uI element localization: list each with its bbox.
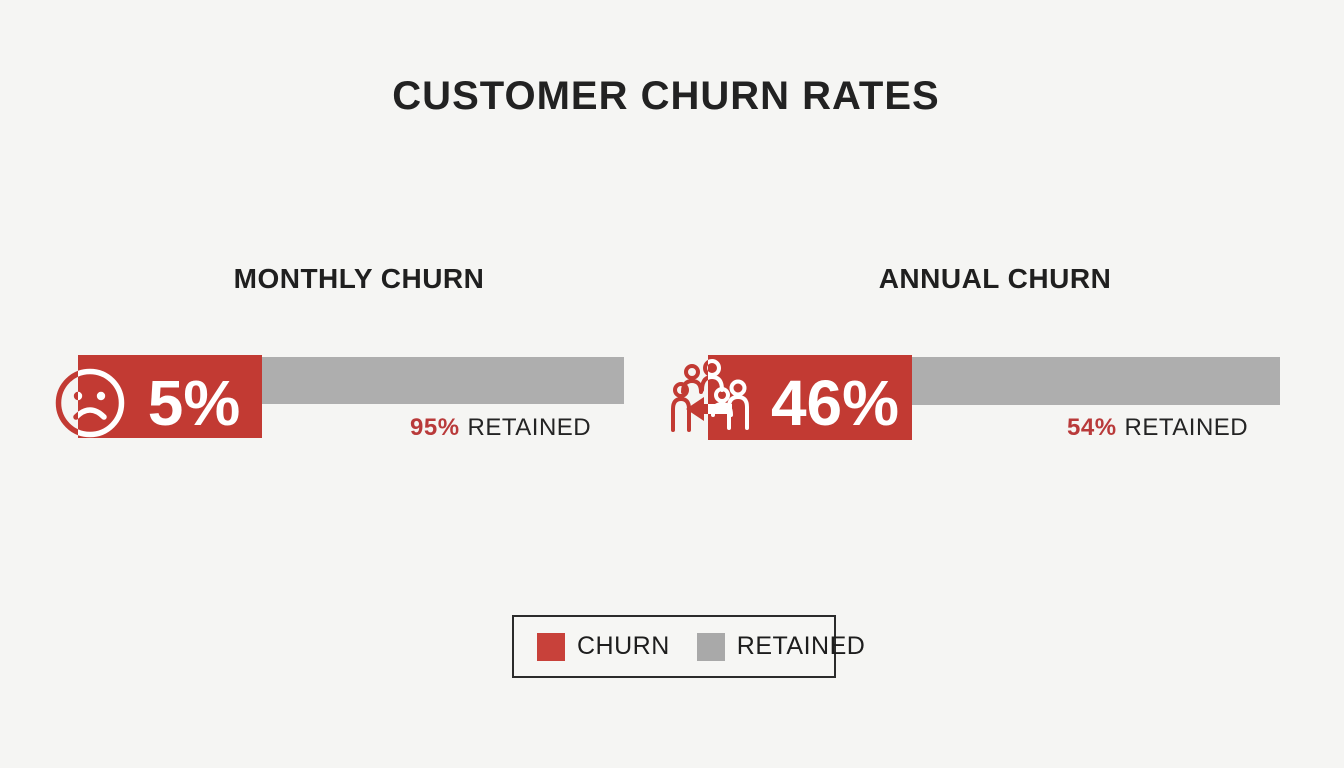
legend-label-retained: RETAINED [736,632,866,660]
legend: CHURN RETAINED [512,615,865,678]
churn-color-swatch [537,632,565,661]
page-title: CUSTOMER CHURN RATES [392,74,940,118]
monthly-retained-percent: 95% [410,414,460,441]
annual-retained-percent: 54% [1067,414,1117,441]
people-leaving-icon [671,359,749,432]
annual-churn-value: 46% [770,367,900,439]
annual-retained-label: 54% RETAINED [1067,414,1248,442]
monthly-churn-bar [78,355,262,438]
monthly-churn-value: 5% [147,367,241,439]
annual-retained-word: RETAINED [1124,414,1249,441]
monthly-retained-bar [262,357,624,404]
monthly-churn-heading: MONTHLY CHURN [233,263,485,294]
annual-churn-heading: ANNUAL CHURN [878,263,1112,294]
legend-label-churn: CHURN [577,632,670,660]
retained-color-swatch [696,632,725,661]
annual-retained-bar [912,357,1280,405]
monthly-retained-label: 95% RETAINED [410,414,591,442]
monthly-retained-word: RETAINED [467,414,592,441]
sad-face-icon [50,361,134,445]
